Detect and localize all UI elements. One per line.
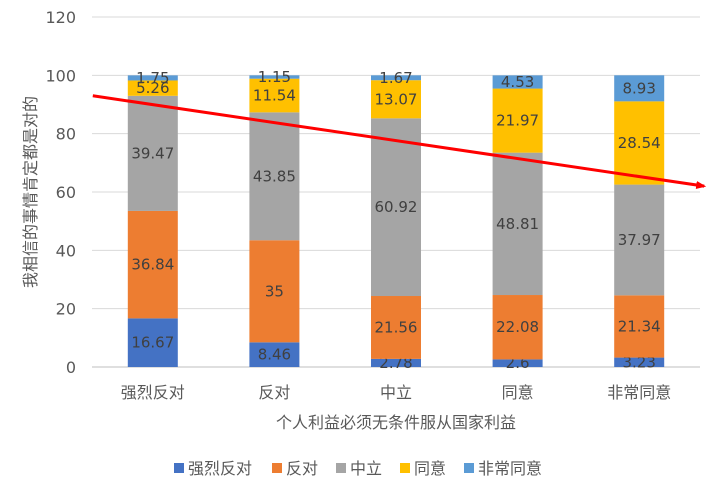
bar-segment <box>492 152 543 296</box>
bar-segment <box>492 295 543 360</box>
x-tick-label: 反对 <box>258 383 290 402</box>
legend-label: 非常同意 <box>478 459 542 478</box>
x-tick-label: 同意 <box>502 383 534 402</box>
y-tick-label: 20 <box>56 300 76 319</box>
data-label: 8.46 <box>258 346 291 364</box>
trend-arrow <box>92 94 707 189</box>
bar-segment <box>127 75 178 81</box>
bar-segment <box>371 118 421 297</box>
x-tick-label: 非常同意 <box>607 383 671 402</box>
data-label: 28.54 <box>618 134 661 152</box>
bar-segment <box>371 80 421 119</box>
legend-label: 强烈反对 <box>188 459 252 478</box>
legend-swatch <box>336 463 346 473</box>
data-label: 36.84 <box>131 256 174 274</box>
bars: 16.6736.8439.475.261.758.463543.8511.541… <box>127 68 665 372</box>
data-label: 35 <box>265 282 284 300</box>
legend-swatch <box>400 463 410 473</box>
data-label: 21.97 <box>496 112 539 130</box>
data-label: 60.92 <box>375 198 418 216</box>
bar-segment <box>371 296 421 359</box>
data-label: 39.47 <box>131 144 174 162</box>
y-tick-label: 120 <box>45 8 76 27</box>
bar-segment <box>371 75 421 81</box>
data-label: 22.08 <box>496 318 539 336</box>
y-tick-label: 100 <box>45 66 76 85</box>
legend-label: 同意 <box>414 459 446 478</box>
data-label: 11.54 <box>253 87 296 105</box>
bar-segment <box>127 95 178 211</box>
y-axis-ticks: 0 20 40 60 80 100 120 <box>45 8 76 377</box>
y-tick-label: 80 <box>56 125 76 144</box>
data-label: 3.23 <box>622 353 655 371</box>
bar-segment <box>492 88 543 153</box>
bar-segment <box>371 358 421 367</box>
data-label: 21.56 <box>375 318 418 336</box>
legend-label: 反对 <box>286 459 318 478</box>
bar-segment <box>614 101 665 185</box>
y-axis-title: 我相信的事情肯定都是对的 <box>21 96 40 288</box>
bar-segment <box>492 359 543 367</box>
data-label: 16.67 <box>131 334 174 352</box>
bar-segment <box>249 78 300 113</box>
legend-swatch <box>174 463 184 473</box>
data-label: 1.15 <box>258 68 291 86</box>
bar-segment <box>614 295 665 358</box>
bar-segment <box>492 75 543 89</box>
bar-segment <box>127 318 178 367</box>
bar-segment <box>614 357 665 367</box>
legend-swatch <box>272 463 282 473</box>
data-label: 5.26 <box>136 79 169 97</box>
data-label: 43.85 <box>253 167 296 185</box>
y-tick-label: 60 <box>56 183 76 202</box>
data-label: 37.97 <box>618 231 661 249</box>
bar-segment <box>614 184 665 296</box>
y-tick-label: 40 <box>56 241 76 260</box>
y-tick-label: 0 <box>66 358 76 377</box>
data-label: 1.75 <box>136 69 169 87</box>
bar-segment <box>249 342 300 367</box>
legend: 强烈反对 反对 中立 同意 非常同意 <box>174 459 542 478</box>
bar-segment <box>249 75 300 79</box>
bar-segment <box>249 240 300 343</box>
data-label: 1.67 <box>379 69 412 87</box>
bar-segment <box>127 210 178 319</box>
x-axis-ticks: 强烈反对 反对 中立 同意 非常同意 <box>121 383 671 402</box>
trend-arrow-line <box>92 94 707 189</box>
data-label: 21.34 <box>618 317 661 335</box>
legend-label: 中立 <box>350 459 382 478</box>
bar-segment <box>127 80 178 96</box>
x-axis-title: 个人利益必须无条件服从国家利益 <box>276 413 516 432</box>
data-label: 13.07 <box>375 90 418 108</box>
legend-swatch <box>464 463 474 473</box>
x-tick-label: 强烈反对 <box>121 383 185 402</box>
data-label: 8.93 <box>622 79 655 97</box>
bar-segment <box>249 112 300 241</box>
bar-segment <box>614 75 665 102</box>
x-tick-label: 中立 <box>380 383 412 402</box>
data-label: 4.53 <box>501 73 534 91</box>
data-label: 48.81 <box>496 215 539 233</box>
